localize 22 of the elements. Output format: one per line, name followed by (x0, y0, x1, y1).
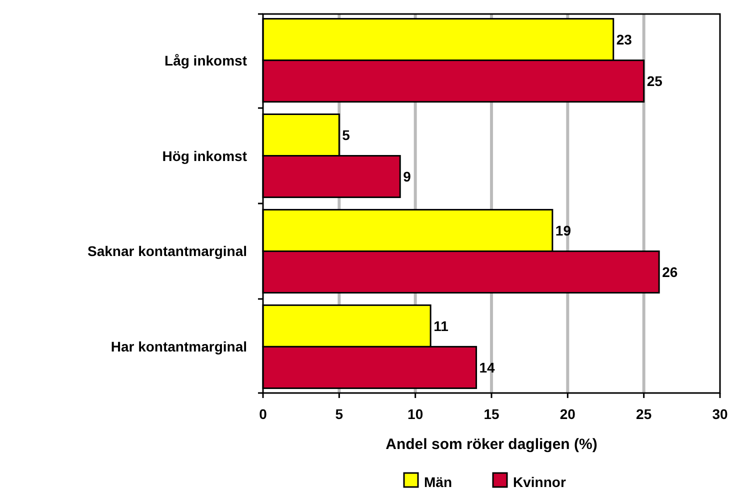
x-tick-label: 30 (712, 406, 728, 422)
data-label: 19 (555, 222, 572, 238)
y-tick-label: Har kontantmarginal (110, 338, 247, 355)
data-label: 9 (403, 168, 412, 185)
x-tick-label: 25 (636, 406, 652, 422)
x-tick-label: 5 (335, 406, 344, 422)
data-label: 25 (646, 73, 663, 90)
x-axis-title: Andel som röker dagligen (%) (386, 436, 598, 453)
y-tick-label: Saknar kontantmarginal (88, 243, 247, 260)
data-label: 26 (662, 264, 678, 280)
data-label: 11 (434, 318, 449, 334)
legend-label: Kvinnor (513, 474, 566, 490)
data-label: 23 (616, 32, 632, 48)
x-tick-label: 20 (560, 406, 576, 422)
legend-label: Män (424, 474, 452, 490)
x-tick-label: 0 (259, 406, 268, 422)
y-tick-label: Låg inkomst (164, 52, 248, 68)
x-tick-label: 10 (408, 406, 424, 422)
data-label: 14 (479, 359, 496, 376)
x-tick-label: 15 (484, 406, 500, 422)
y-tick-label: Hög inkomst (162, 148, 248, 164)
data-label: 5 (342, 127, 350, 144)
